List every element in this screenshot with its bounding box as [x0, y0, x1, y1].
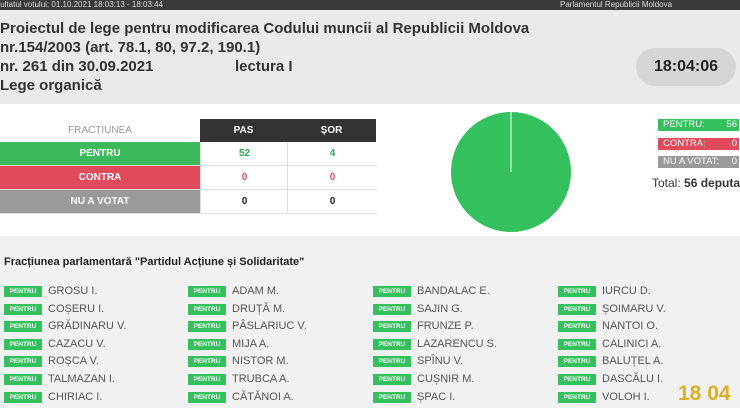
- vote-badge: PENTRU: [188, 374, 226, 385]
- deputy-name: PÂSLARIUC V.: [232, 320, 307, 333]
- vote-badge: PENTRU: [373, 321, 411, 333]
- deputy-name: IURCU D.: [602, 285, 651, 297]
- deputy-name: FRUNZE P.: [417, 320, 474, 333]
- legend-item: CONTRA: 0: [658, 137, 739, 150]
- deputy-name: ȘPAC I.: [417, 390, 456, 403]
- vote-badge: PENTRU: [4, 391, 42, 403]
- legend-label: NU A VOTAT:: [663, 156, 720, 167]
- table-cell: 4: [287, 142, 377, 166]
- vote-badge: PENTRU: [188, 321, 226, 333]
- deputy-name: ROȘCA V.: [48, 355, 99, 368]
- table-cell: NU A VOTAT: [0, 190, 200, 214]
- legend-label: CONTRA:: [663, 137, 706, 149]
- vote-badge: PENTRU: [4, 321, 42, 333]
- deputy-name: TALMAZAN I.: [48, 373, 116, 385]
- vote-badge: PENTRU: [4, 286, 42, 297]
- deputy-name: CUȘNIR M.: [417, 373, 475, 385]
- vote-badge: PENTRU: [4, 356, 42, 368]
- table-header: PAS: [200, 119, 287, 143]
- deputy-name: CĂTĂNOI A.: [232, 390, 294, 403]
- deputy-name: TRUBCA A.: [232, 373, 290, 385]
- vote-badge: PENTRU: [558, 321, 596, 333]
- deputy-name: SAJIN G.: [417, 302, 463, 315]
- table-header: ȘOR: [287, 119, 376, 143]
- legend-value: 0: [731, 156, 737, 167]
- deputy-name: MIJA A.: [232, 337, 270, 350]
- deputy-name: ȘOIMARU V.: [602, 302, 666, 315]
- vote-badge: PENTRU: [188, 338, 226, 350]
- faction-title: Fracțiunea parlamentară "Partidul Acțiun…: [4, 256, 305, 268]
- pie-chart: [451, 112, 571, 232]
- title: Proiectul de lege pentru modificarea Cod…: [0, 20, 530, 37]
- clock: 18:04:06: [636, 48, 736, 86]
- deputy-name: NANTOI O.: [602, 320, 659, 333]
- deputy-name: CAZACU V.: [48, 337, 106, 350]
- table-cell: 0: [200, 190, 288, 214]
- vote-badge: PENTRU: [558, 391, 596, 403]
- number: nr. 261 din 30.09.2021: [0, 58, 154, 75]
- vote-badge: PENTRU: [558, 338, 596, 350]
- vote-badge: PENTRU: [4, 374, 42, 385]
- deputy-name: GRĂDINARU V.: [48, 320, 127, 333]
- deputy-name: DRUȚĂ M.: [232, 302, 286, 315]
- table-cell: CONTRA: [0, 166, 200, 190]
- vote-badge: PENTRU: [4, 338, 42, 350]
- vote-badge: PENTRU: [188, 286, 226, 297]
- total: Total: 56 deputați: [652, 176, 740, 190]
- vote-time: Rezultatul votului: 01.10.2021 18:03:13 …: [0, 0, 164, 9]
- deputy-name: LAZARENCU S.: [417, 337, 498, 350]
- table-cell: 0: [287, 166, 377, 190]
- vote-badge: PENTRU: [558, 374, 596, 385]
- top-bar: Rezultatul votului: 01.10.2021 18:03:13 …: [0, 0, 740, 10]
- legend-label: PENTRU:: [663, 119, 705, 130]
- table-cell: 0: [200, 166, 288, 190]
- table-header: FRACȚIUNEA: [0, 119, 200, 143]
- overlay-time: 18 04: [678, 382, 731, 405]
- deputy-name: DASCĂLU I.: [602, 373, 664, 385]
- deputy-name: GROSU I.: [48, 285, 98, 297]
- legend-value: 56: [726, 119, 737, 130]
- vote-badge: PENTRU: [373, 374, 411, 385]
- law-type: Lege organică: [0, 77, 102, 94]
- deputy-name: BANDALAC E.: [417, 285, 490, 297]
- vote-badge: PENTRU: [4, 303, 42, 315]
- vote-badge: PENTRU: [558, 356, 596, 368]
- deputy-name: VOLOH I.: [602, 390, 650, 403]
- faction-panel: Fracțiunea parlamentară "Partidul Acțiun…: [0, 236, 740, 408]
- vote-badge: PENTRU: [188, 303, 226, 315]
- deputy-name: ADAM M.: [232, 285, 280, 297]
- vote-badge: PENTRU: [373, 303, 411, 315]
- deputy-name: BALUȚEL A.: [602, 355, 664, 368]
- legend-item: NU A VOTAT: 0: [658, 156, 739, 168]
- vote-badge: PENTRU: [188, 391, 226, 403]
- total-value: 56 deputați: [684, 176, 740, 190]
- legend-value: 0: [731, 137, 737, 149]
- legend-item: PENTRU: 56: [658, 119, 739, 131]
- deputy-name: CHIRIAC I.: [48, 390, 103, 403]
- vote-badge: PENTRU: [558, 286, 596, 297]
- header: Proiectul de lege pentru modificarea Cod…: [0, 10, 740, 104]
- reading: lectura I: [235, 58, 293, 75]
- table-cell: 0: [287, 190, 377, 214]
- vote-badge: PENTRU: [373, 286, 411, 297]
- vote-badge: PENTRU: [558, 303, 596, 315]
- deputy-name: CALINICI A.: [602, 337, 662, 350]
- vote-badge: PENTRU: [373, 391, 411, 403]
- deputy-name: NISTOR M.: [232, 355, 289, 368]
- deputy-name: COȘERU I.: [48, 302, 105, 315]
- law-ref: nr.154/2003 (art. 78.1, 80, 97.2, 190.1): [0, 39, 261, 56]
- vote-badge: PENTRU: [188, 356, 226, 368]
- parliament: Parlamentul Republicii Moldova: [560, 0, 673, 9]
- deputy-name: SPÎNU V.: [417, 355, 464, 368]
- table-cell: PENTRU: [0, 142, 200, 166]
- vote-badge: PENTRU: [373, 356, 411, 368]
- total-label: Total:: [652, 176, 681, 190]
- table-cell: 52: [200, 142, 288, 166]
- vote-badge: PENTRU: [373, 338, 411, 350]
